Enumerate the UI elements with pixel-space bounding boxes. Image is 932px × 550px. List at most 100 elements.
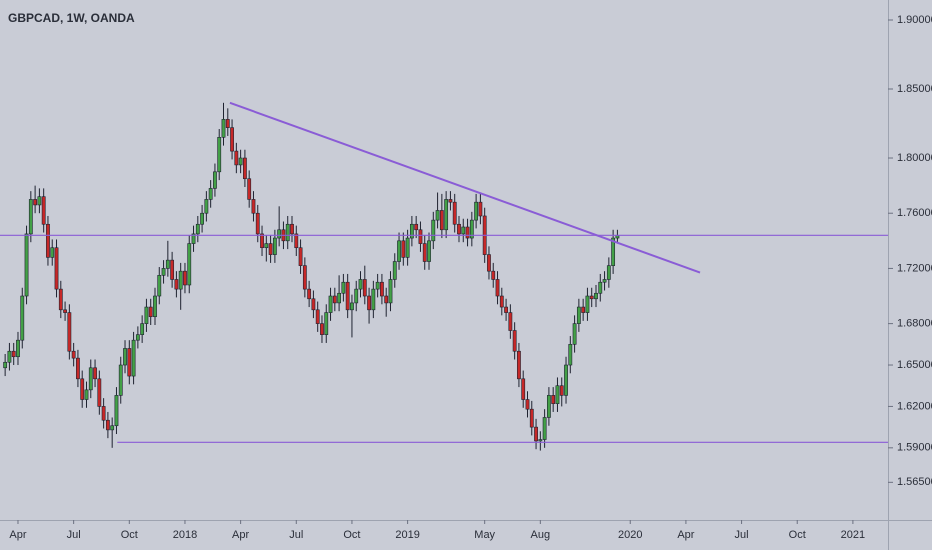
candle-body xyxy=(251,199,256,214)
y-tick-label: 1.62000 xyxy=(897,400,932,412)
candle-body xyxy=(594,292,598,300)
candle-body xyxy=(598,281,603,294)
candle-body xyxy=(268,243,273,255)
candle-body xyxy=(255,212,260,235)
candle-body xyxy=(474,201,479,221)
x-tick-label: Apr xyxy=(677,529,694,541)
candle-body xyxy=(499,295,504,308)
candle-body xyxy=(611,237,616,266)
candle-body xyxy=(487,254,491,272)
candle-body xyxy=(33,199,38,206)
candle-body xyxy=(247,178,252,200)
y-tick-label: 1.68000 xyxy=(897,318,932,330)
chart-title: GBPCAD, 1W, OANDA xyxy=(8,11,135,25)
candle-body xyxy=(320,323,324,335)
candle-body xyxy=(54,247,59,290)
candle-body xyxy=(204,199,209,214)
candle-body xyxy=(302,265,307,290)
candle-body xyxy=(153,295,157,318)
candle-body xyxy=(397,240,401,262)
candle-body xyxy=(517,350,521,380)
candle-body xyxy=(24,233,29,297)
x-tick-label: Apr xyxy=(9,529,26,541)
candle-body xyxy=(555,385,560,404)
candle-body xyxy=(127,348,132,377)
candle-body xyxy=(230,127,234,152)
candle-body xyxy=(285,223,290,242)
x-tick-label: Oct xyxy=(789,529,806,541)
candle-body xyxy=(324,312,329,335)
candle-body xyxy=(135,334,140,341)
candle-body xyxy=(461,226,466,235)
y-tick-label: 1.76000 xyxy=(897,207,932,219)
x-tick-label: Jul xyxy=(67,529,81,541)
x-tick-label: Apr xyxy=(232,529,249,541)
candle-body xyxy=(538,439,543,442)
candle-body xyxy=(504,306,508,313)
candle-body xyxy=(298,247,303,266)
candle-body xyxy=(431,219,436,242)
candle-body xyxy=(469,219,474,239)
candle-body xyxy=(131,339,136,377)
candle-body xyxy=(371,288,376,311)
candle-body xyxy=(225,119,230,128)
candle-body xyxy=(457,223,461,235)
candle-body xyxy=(41,196,46,225)
candle-body xyxy=(405,237,410,258)
candle-body xyxy=(264,243,269,249)
candle-body xyxy=(337,292,342,304)
candle-body xyxy=(63,309,67,313)
candle-body xyxy=(290,223,294,235)
candle-body xyxy=(50,247,55,258)
candle-body xyxy=(418,229,423,244)
candle-body xyxy=(178,270,183,290)
drawn-line xyxy=(229,101,701,274)
candle-body xyxy=(315,309,320,324)
candle-body xyxy=(448,199,453,203)
candle-body xyxy=(589,295,594,300)
candle-body xyxy=(512,330,517,352)
candle-body xyxy=(508,312,513,331)
candle-body xyxy=(581,306,586,313)
candle-body xyxy=(551,395,556,404)
candle-body xyxy=(71,350,76,359)
candle-body xyxy=(444,199,449,231)
candle-body xyxy=(380,281,384,297)
y-tick-label: 1.80000 xyxy=(897,152,932,164)
candle-body xyxy=(110,425,115,431)
candle-body xyxy=(341,281,346,294)
candle-body xyxy=(294,233,299,249)
candle-body xyxy=(392,261,397,280)
candle-body xyxy=(529,408,534,428)
candle-body xyxy=(354,288,359,304)
y-tick-label: 1.72000 xyxy=(897,262,932,274)
candle-body xyxy=(332,295,337,304)
candle-body xyxy=(105,419,110,431)
candle-body xyxy=(465,226,470,239)
candle-body xyxy=(20,295,25,341)
candle-body xyxy=(559,385,564,396)
x-tick-label: 2021 xyxy=(841,529,865,541)
candle-body xyxy=(234,150,239,166)
candle-body xyxy=(84,389,89,400)
candle-body xyxy=(260,233,264,249)
plot-area xyxy=(0,101,888,451)
candle-body xyxy=(191,233,196,244)
candle-body xyxy=(427,240,431,262)
candle-body xyxy=(495,279,500,297)
candle-body xyxy=(277,229,282,239)
candle-body xyxy=(307,288,312,300)
candle-body xyxy=(435,210,440,221)
x-tick-label: Oct xyxy=(121,529,138,541)
x-tick-label: 2018 xyxy=(173,529,197,541)
candle-body xyxy=(93,367,97,380)
candle-body xyxy=(542,417,547,440)
candle-body xyxy=(80,378,85,400)
candle-body xyxy=(521,378,526,400)
x-tick-label: Aug xyxy=(531,529,551,541)
candle-body xyxy=(97,378,102,407)
candle-body xyxy=(439,210,444,231)
candle-body xyxy=(384,295,389,304)
candle-body xyxy=(350,302,354,311)
y-tick-label: 1.56500 xyxy=(897,476,932,488)
